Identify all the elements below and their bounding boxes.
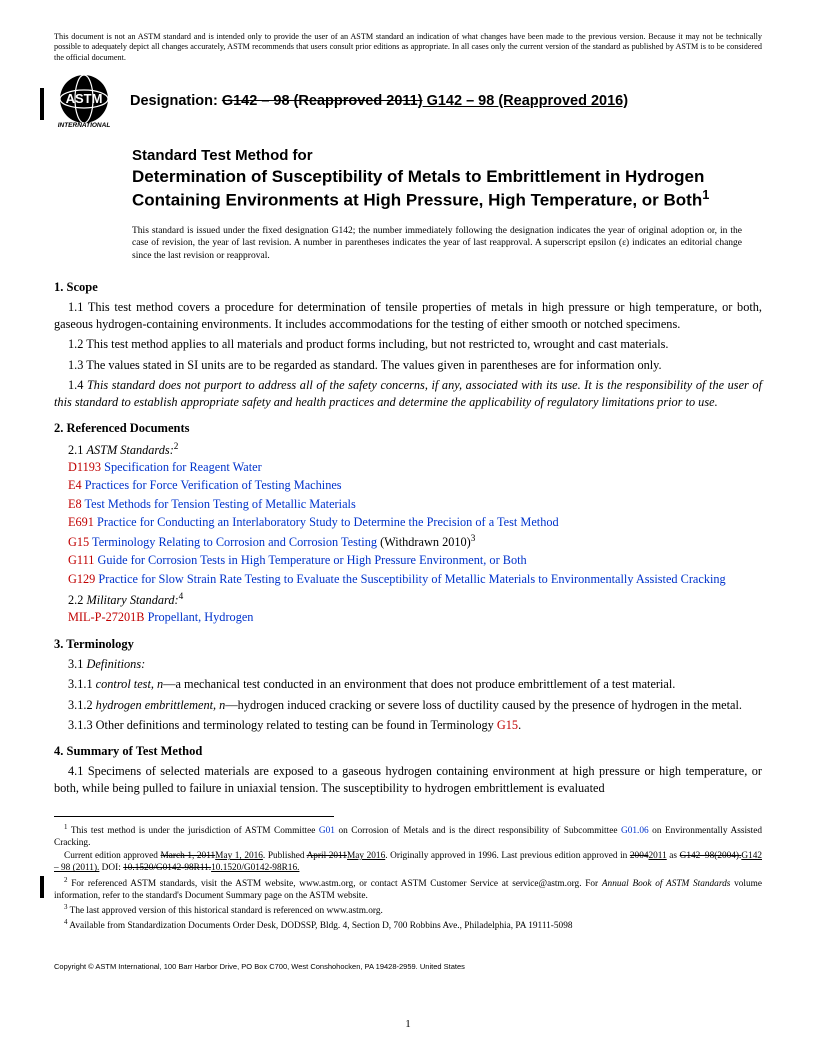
astm-ref: G111 Guide for Corrosion Tests in High T… <box>68 552 762 569</box>
para-1-2: 1.2 This test method applies to all mate… <box>54 336 762 353</box>
footnote-3: 3 The last approved version of this hist… <box>54 903 762 917</box>
copyright-line: Copyright © ASTM International, 100 Barr… <box>54 962 762 971</box>
disclaimer-text: This document is not an ASTM standard an… <box>54 32 762 63</box>
astm-ref: E4 Practices for Force Verification of T… <box>68 477 762 494</box>
para-4-1: 4.1 Specimens of selected materials are … <box>54 763 762 796</box>
logo-text-top: ASTM <box>66 91 103 106</box>
para-1-3: 1.3 The values stated in SI units are to… <box>54 357 762 374</box>
page-container: This document is not an ASTM standard an… <box>0 0 816 971</box>
astm-ref: D1193 Specification for Reagent Water <box>68 459 762 476</box>
designation-label: Designation: <box>130 93 222 109</box>
page-number: 1 <box>0 1018 816 1030</box>
astm-ref: E8 Test Methods for Tension Testing of M… <box>68 496 762 513</box>
astm-ref: G129 Practice for Slow Strain Rate Testi… <box>68 571 762 588</box>
designation-new: G142 – 98 (Reapproved 2016) <box>423 93 629 109</box>
mil-ref: MIL-P-27201B Propellant, Hydrogen <box>68 609 762 626</box>
para-2-1: 2.1 ASTM Standards:2 <box>54 440 762 459</box>
astm-ref: E691 Practice for Conducting an Interlab… <box>68 514 762 531</box>
para-1-1: 1.1 This test method covers a procedure … <box>54 299 762 332</box>
issuance-note: This standard is issued under the fixed … <box>132 225 742 262</box>
para-1-4: 1.4 This standard does not purport to ad… <box>54 377 762 410</box>
para-3-1-3: 3.1.3 Other definitions and terminology … <box>54 717 762 734</box>
title-block: Standard Test Method for Determination o… <box>132 147 742 262</box>
footnote-4: 4 Available from Standardization Documen… <box>54 918 762 932</box>
section-3-head: 3. Terminology <box>54 637 762 652</box>
header-row: ASTM INTERNATIONAL Designation: G142 – 9… <box>54 73 762 129</box>
designation-line: Designation: G142 – 98 (Reapproved 2011)… <box>130 93 628 109</box>
para-2-2: 2.2 Military Standard:4 <box>54 590 762 609</box>
designation-old: G142 – 98 (Reapproved 2011) <box>222 93 423 109</box>
revision-bar-1 <box>40 88 44 120</box>
section-2-head: 2. Referenced Documents <box>54 421 762 436</box>
para-3-1-1: 3.1.1 control test, n—a mechanical test … <box>54 676 762 693</box>
footnotes-body: 1 This test method is under the jurisdic… <box>54 821 762 932</box>
footnote-1: 1 This test method is under the jurisdic… <box>54 823 762 849</box>
main-title: Determination of Susceptibility of Metal… <box>132 166 742 211</box>
revision-bar-2 <box>40 876 44 898</box>
footnote-1b: Current edition approved March 1, 2011Ma… <box>54 850 762 874</box>
astm-refs-list: D1193 Specification for Reagent WaterE4 … <box>54 459 762 588</box>
section-1-head: 1. Scope <box>54 280 762 295</box>
para-3-1: 3.1 Definitions: <box>54 656 762 673</box>
logo-text-bottom: INTERNATIONAL <box>58 122 111 129</box>
footnote-2: 2 For referenced ASTM standards, visit t… <box>54 876 762 902</box>
section-4-head: 4. Summary of Test Method <box>54 744 762 759</box>
astm-ref: G15 Terminology Relating to Corrosion an… <box>68 532 762 551</box>
standard-for: Standard Test Method for <box>132 147 742 164</box>
para-3-1-2: 3.1.2 hydrogen embrittlement, n—hydrogen… <box>54 697 762 714</box>
astm-logo: ASTM INTERNATIONAL <box>54 73 118 129</box>
